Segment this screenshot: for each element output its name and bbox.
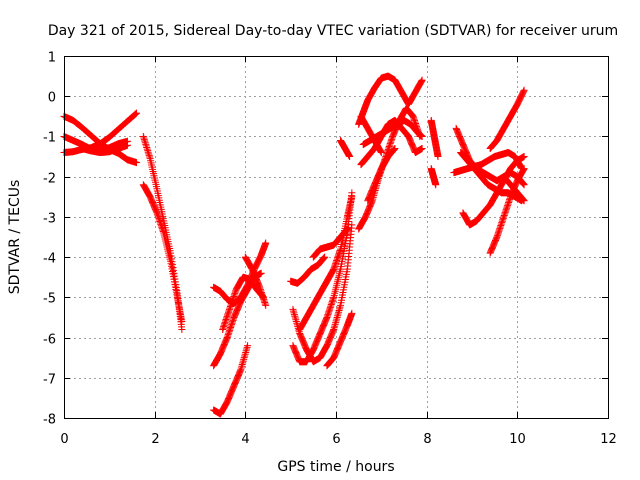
data-series — [287, 253, 329, 287]
plot-frame — [64, 56, 609, 419]
x-tick-label: 0 — [60, 432, 68, 447]
data-point — [257, 269, 265, 277]
data-series — [323, 309, 356, 370]
y-tick-label: -7 — [43, 373, 56, 388]
y-axis-label: SDTVAR / TECUs — [7, 180, 23, 295]
grid-lines — [64, 56, 608, 418]
x-tick-label: 6 — [332, 432, 340, 447]
data-point — [262, 239, 270, 247]
x-tick-label: 10 — [509, 432, 526, 447]
y-tick-label: -8 — [43, 413, 56, 428]
data-point — [520, 153, 528, 161]
y-tick-label: -4 — [43, 252, 56, 267]
data-point — [178, 317, 186, 325]
data-point — [377, 149, 385, 157]
data-point — [418, 76, 426, 84]
data-series — [337, 136, 354, 161]
data-series — [355, 72, 426, 128]
data-series — [500, 173, 528, 205]
y-tick-label: -5 — [43, 292, 56, 307]
data-point — [123, 141, 131, 149]
data-point — [348, 193, 356, 201]
data-point — [262, 301, 270, 309]
data-point — [132, 110, 140, 118]
data-series — [241, 253, 270, 309]
data-point — [432, 181, 440, 189]
data-points — [60, 72, 528, 418]
y-tick-label: -2 — [43, 172, 56, 187]
data-series — [486, 86, 528, 153]
data-point — [391, 145, 399, 153]
data-point — [178, 326, 186, 334]
data-point — [520, 181, 528, 189]
x-tick-label: 2 — [151, 432, 159, 447]
data-point — [244, 342, 252, 350]
data-point — [133, 109, 141, 117]
data-series — [357, 112, 385, 157]
data-point — [348, 221, 356, 229]
data-series — [427, 116, 442, 161]
data-point — [346, 153, 354, 161]
data-series — [210, 342, 252, 418]
y-tick-label: -6 — [43, 333, 56, 348]
data-series — [359, 116, 426, 148]
data-series — [289, 221, 356, 366]
y-tick-label: 1 — [48, 51, 56, 66]
data-point — [418, 132, 426, 140]
axis-ticks: 0 2 4 6 8 10 12 -8 -7 -6 -5 -4 -3 -2 -1 0 1 — [43, 51, 617, 448]
data-series — [78, 141, 131, 157]
data-series — [296, 193, 356, 334]
x-axis-label: GPS time / hours — [277, 459, 394, 475]
data-series — [309, 225, 351, 261]
y-tick-label: -1 — [43, 131, 56, 146]
data-point — [520, 165, 528, 173]
x-tick-label: 4 — [241, 432, 249, 447]
data-series — [60, 112, 141, 167]
data-point — [343, 225, 351, 233]
x-tick-label: 12 — [600, 432, 617, 447]
data-point — [131, 110, 139, 118]
x-tick-label: 8 — [423, 432, 431, 447]
data-point — [133, 159, 141, 167]
y-tick-label: -3 — [43, 212, 56, 227]
data-point — [520, 197, 528, 205]
data-point — [418, 145, 426, 153]
data-point — [520, 86, 528, 94]
data-point — [321, 253, 329, 261]
y-tick-label: 0 — [48, 91, 56, 106]
data-series — [364, 145, 399, 205]
data-point — [348, 309, 356, 317]
chart-title: Day 321 of 2015, Sidereal Day-to-day VTE… — [48, 23, 618, 39]
data-point — [434, 153, 442, 161]
data-series — [139, 181, 186, 325]
data-series — [427, 165, 440, 189]
